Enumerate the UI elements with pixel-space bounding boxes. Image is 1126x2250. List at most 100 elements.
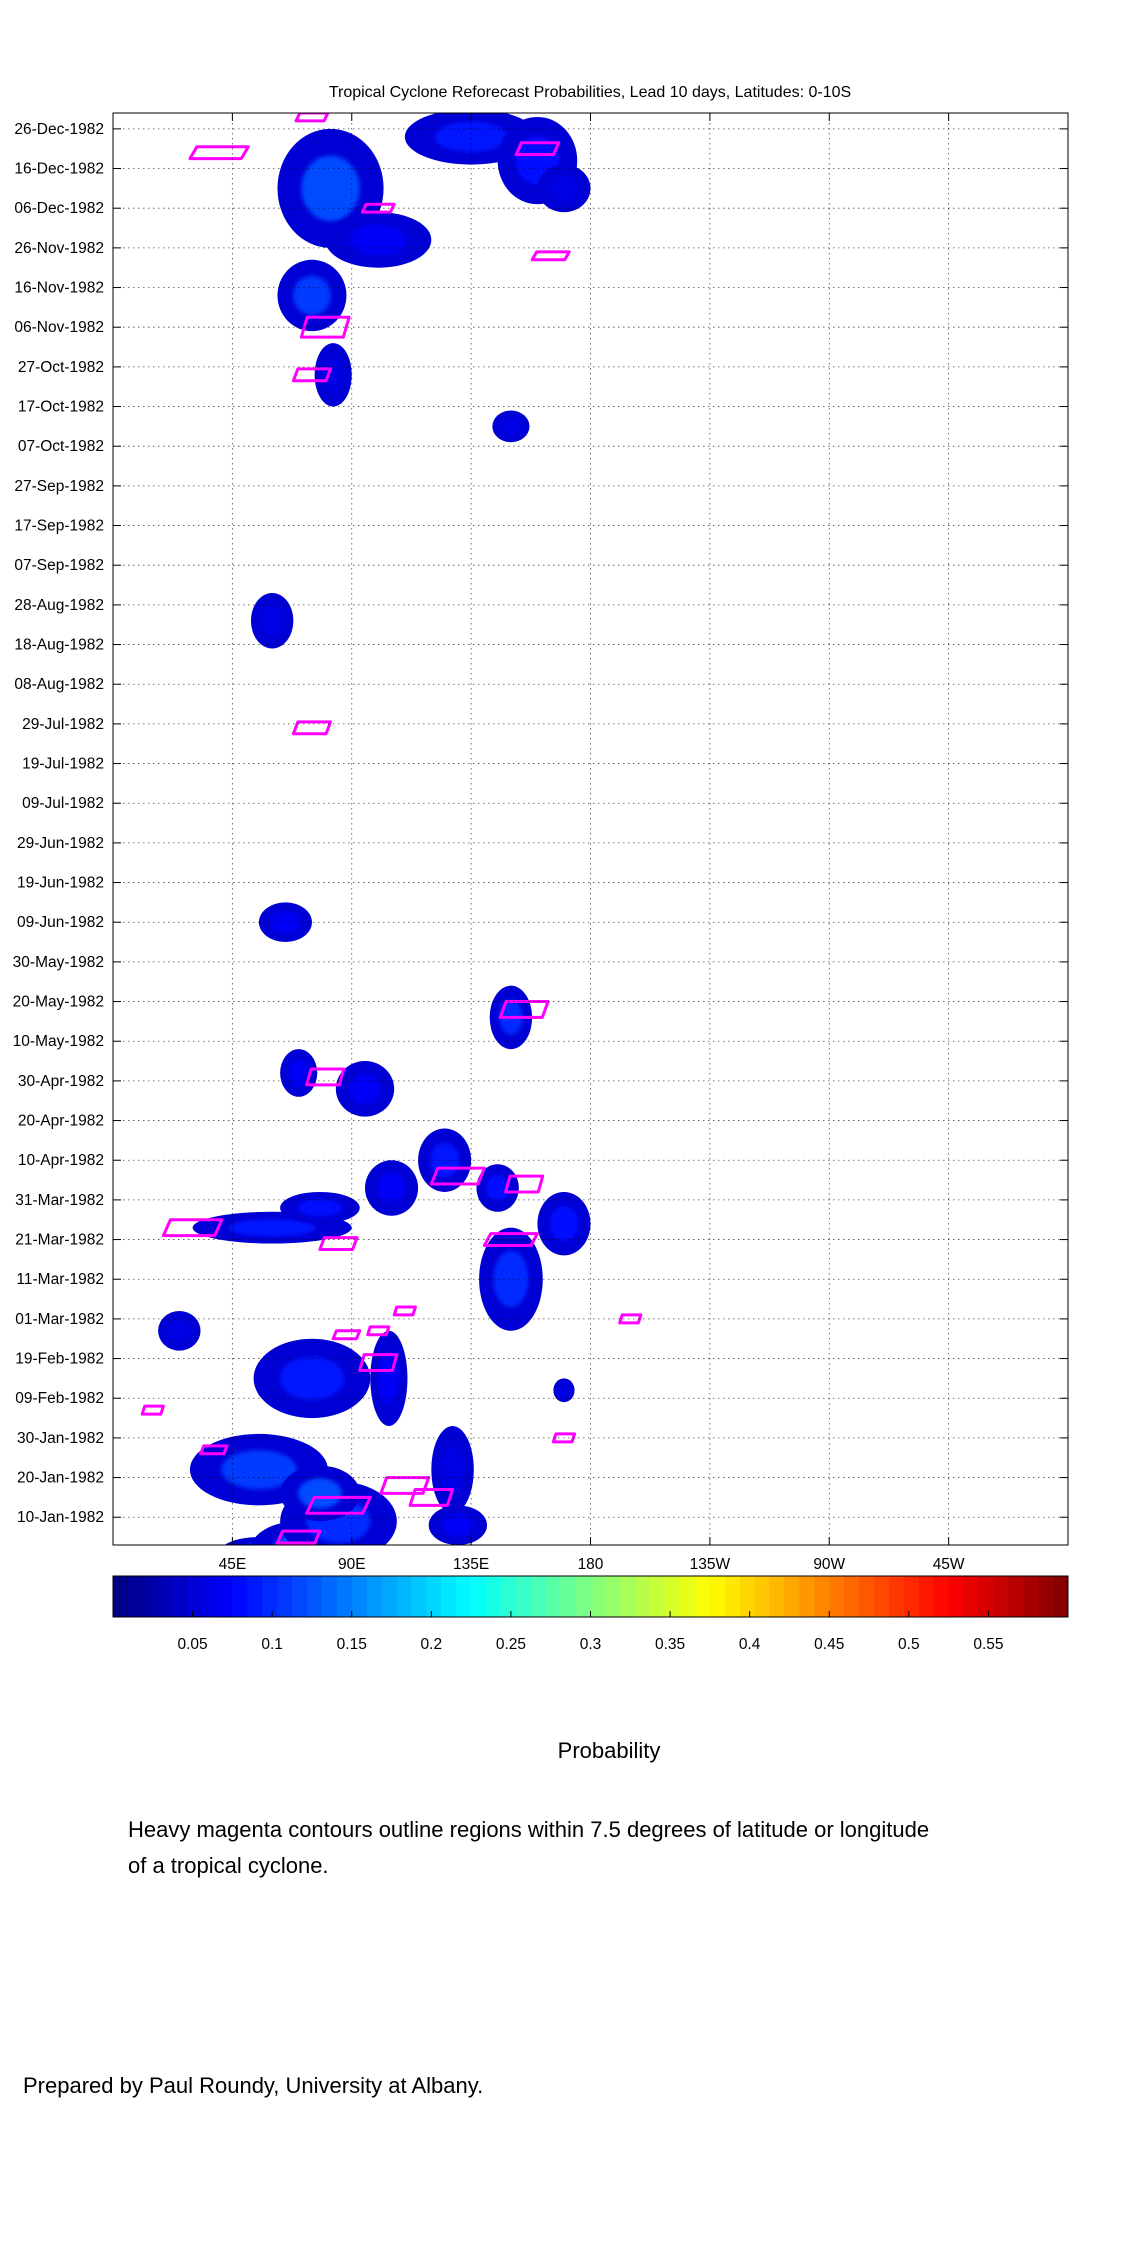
colorbar-step [441,1576,457,1617]
colorbar-step [1053,1576,1069,1617]
colorbar-tick-label: 0.4 [739,1636,761,1653]
y-tick-label: 31-Mar-1982 [15,1192,104,1209]
colorbar-step [903,1576,920,1617]
y-tick-label: 19-Jul-1982 [22,756,104,773]
colorbar-step [277,1576,293,1617]
colorbar-tick-label: 0.15 [337,1636,367,1653]
x-axis: 45E 90E 135E 180 135W 90W 45W [219,113,965,1573]
colorbar-step [724,1576,741,1617]
colorbar-step [829,1576,845,1617]
colorbar-tick-label: 0.45 [814,1636,844,1653]
probability-cell [428,1505,488,1545]
y-tick-label: 26-Dec-1982 [14,121,104,138]
y-tick-label: 20-May-1982 [13,994,104,1011]
y-tick-label: 18-Aug-1982 [14,637,104,654]
y-tick-label: 29-Jun-1982 [17,835,104,852]
x-tick-label: 90E [338,1556,366,1573]
colorbar-step [650,1576,666,1617]
probability-cell [250,592,294,649]
cyclone-contour [551,1432,577,1444]
colorbar-step [590,1576,606,1617]
colorbar-step [888,1576,905,1617]
y-tick-label: 27-Oct-1982 [18,359,104,376]
y-tick-label: 29-Jul-1982 [22,716,104,733]
cyclone-contour [291,367,333,383]
probability-cell [280,1191,360,1224]
y-tick-label: 20-Jan-1982 [17,1470,104,1487]
y-tick-label: 28-Aug-1982 [14,597,104,614]
colorbar: 0.05 0.1 0.15 0.2 0.25 0.3 0.35 0.4 0.45 0.5 0.55 … [112,1575,1069,1763]
cyclone-contour [199,1444,229,1456]
colorbar-step [1038,1576,1054,1617]
colorbar-step [292,1576,308,1617]
cyclone-contour [429,1166,486,1186]
colorbar-tick-label: 0.05 [177,1636,207,1653]
cyclone-contour [331,1329,362,1341]
probability-cell [277,259,347,332]
y-tick-label: 08-Aug-1982 [14,676,104,693]
y-tick-label: 26-Nov-1982 [14,240,104,257]
colorbar-tick-label: 0.1 [261,1636,283,1653]
colorbar-step [620,1576,636,1617]
colorbar-step [366,1576,383,1617]
colorbar-step [306,1576,323,1617]
colorbar-tick-label: 0.35 [655,1636,685,1653]
cyclone-contours [140,113,643,1545]
y-tick-label: 01-Mar-1982 [15,1311,104,1328]
contour-note: Heavy magenta contours outline regions w… [128,1817,930,1878]
colorbar-step [784,1576,800,1617]
x-tick-label: 135E [453,1556,489,1573]
colorbar-step [978,1576,994,1617]
colorbar-step [769,1576,785,1617]
colorbar-step [113,1576,129,1617]
cyclone-contour [392,1305,417,1317]
cyclone-contour [358,1353,399,1372]
colorbar-step [351,1576,368,1617]
cyclone-contour [366,1325,391,1337]
cyclone-contour [618,1313,643,1325]
credit-text: Prepared by Paul Roundy, University at A… [23,2073,484,2098]
colorbar-step [754,1576,771,1617]
probability-cell [492,410,530,443]
colorbar-tick-label: 0.55 [973,1636,1003,1653]
colorbar-tick-label: 0.3 [580,1636,602,1653]
cyclone-contour [318,1236,359,1251]
cyclone-contour [294,113,330,123]
y-tick-label: 10-May-1982 [13,1033,104,1050]
y-tick-label: 07-Oct-1982 [18,438,104,455]
cyclone-contour [291,720,333,736]
probability-cell [370,1330,408,1426]
colorbar-step [411,1576,427,1617]
probability-cell [258,902,312,943]
probability-field [158,113,591,1545]
colorbar-step [217,1576,233,1617]
cyclone-contour [482,1232,539,1248]
cyclone-contour [140,1404,165,1416]
y-tick-label: 09-Jun-1982 [17,914,104,931]
colorbar-step [918,1576,935,1617]
y-tick-label: 19-Jun-1982 [17,875,104,892]
colorbar-step [605,1576,621,1617]
cyclone-contour [360,202,396,214]
colorbar-step [680,1576,696,1617]
colorbar-step [142,1576,159,1617]
colorbar-step [471,1576,487,1617]
colorbar-step [530,1576,547,1617]
y-tick-label: 09-Jul-1982 [22,795,104,812]
colorbar-step [202,1576,218,1617]
colorbar-step [859,1576,875,1617]
probability-cell [192,1211,352,1244]
grid-lines [113,113,1068,1545]
colorbar-step [963,1576,979,1617]
y-tick-label: 20-Apr-1982 [18,1113,104,1130]
y-tick-label: 30-May-1982 [13,954,104,971]
colorbar-label: Probability [558,1738,661,1763]
colorbar-step [381,1576,398,1617]
cyclone-contour [305,1495,372,1515]
colorbar-step [500,1576,517,1617]
cyclone-contour [379,1476,431,1495]
y-tick-label: 09-Feb-1982 [15,1390,104,1407]
colorbar-step [874,1576,890,1617]
colorbar-step [396,1576,412,1617]
